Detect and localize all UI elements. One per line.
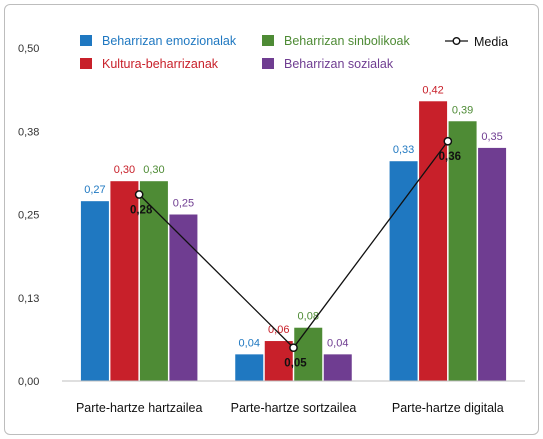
bar-value-label: 0,42 (422, 84, 443, 96)
legend-label: Kultura-beharrizanak (102, 57, 219, 71)
bar-value-label: 0,35 (481, 131, 502, 143)
bar (110, 181, 139, 381)
media-value-label: 0,05 (284, 358, 307, 370)
y-tick-label: 0,38 (18, 126, 39, 138)
bar-value-labels: 0,270,30 0,300,250,040,060,080,040,330,42… (84, 84, 503, 349)
bar (169, 214, 198, 381)
bar (139, 181, 168, 381)
legend-point-marker (452, 37, 461, 46)
legend-label: Beharrizan emozionalak (102, 34, 237, 48)
media-point (134, 190, 144, 199)
bar (235, 354, 264, 381)
bar (294, 327, 323, 381)
bar-value-label: 0,30 (143, 164, 164, 176)
legend-swatch (262, 58, 274, 69)
media-point (289, 343, 298, 353)
y-tick-label: 0,25 (18, 210, 39, 222)
legend-label: Beharrizan sozialak (284, 57, 394, 71)
legend-swatch (80, 58, 92, 69)
legend-label: Beharrizan sinbolikoak (284, 34, 411, 48)
media-value-label: 0,28 (130, 205, 153, 217)
bar (80, 201, 109, 381)
bar-value-label: 0,30 (114, 164, 135, 176)
y-tick-label: 0,13 (18, 293, 39, 305)
bar-series (80, 101, 507, 381)
y-tick-label: 0,00 (18, 376, 39, 388)
bar-value-label: 0,08 (298, 311, 319, 323)
bar (448, 121, 477, 381)
bar-value-label: 0,04 (327, 337, 348, 349)
media-value-label: 0,36 (439, 151, 461, 163)
bar (478, 147, 507, 381)
y-tick-label: 0,50 (18, 43, 39, 55)
bar (264, 341, 293, 381)
bar-value-label: 0,27 (84, 184, 105, 196)
bar-value-label: 0,25 (173, 198, 194, 210)
media-point (443, 136, 453, 146)
x-category-label: Parte-hartze sortzailea (231, 401, 357, 415)
bar-value-label: 0,33 (393, 144, 414, 156)
x-category-label: Parte-hartze digitala (392, 401, 504, 415)
bar-value-label: 0,04 (239, 337, 260, 349)
bar (389, 161, 418, 381)
y-axis: 0,00 0,13 0,25 0,38 0,50 (18, 43, 39, 388)
bar (419, 101, 448, 381)
bar-value-label: 0,39 (452, 104, 473, 116)
x-category-label: Parte-hartze hartzailea (76, 401, 203, 415)
legend-swatch (262, 35, 274, 46)
legend-label: Media (474, 35, 508, 49)
bar (323, 354, 352, 381)
media-line-series: 0,28 0,05 0,36 (130, 136, 461, 370)
legend-swatch (80, 35, 92, 46)
legend: Beharrizan emozionalak Kultura-beharrizan… (80, 34, 508, 71)
x-axis: Parte-hartze hartzailea Parte-hartze sort… (62, 380, 525, 415)
